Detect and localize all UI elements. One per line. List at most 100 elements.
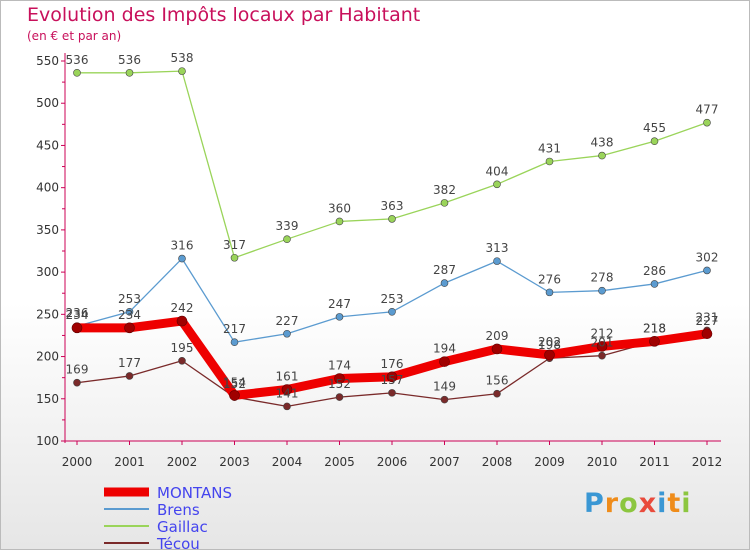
data-point xyxy=(598,351,606,360)
data-label: 278 xyxy=(591,271,614,285)
data-point xyxy=(73,378,81,387)
data-label: 477 xyxy=(696,103,719,117)
data-point xyxy=(544,349,555,361)
data-label: 201 xyxy=(591,336,614,350)
data-point xyxy=(125,372,134,380)
data-point xyxy=(73,69,81,77)
data-label: 195 xyxy=(171,341,194,355)
data-label: 317 xyxy=(223,238,246,252)
x-tick-label: 2009 xyxy=(534,455,565,469)
data-label: 154 xyxy=(223,375,246,389)
data-point xyxy=(596,341,608,352)
data-point xyxy=(386,371,398,383)
data-label: 538 xyxy=(171,51,194,65)
data-point xyxy=(125,307,134,316)
data-label: 194 xyxy=(433,342,456,356)
data-label: 438 xyxy=(591,136,614,150)
data-label: 212 xyxy=(591,326,614,340)
data-point xyxy=(71,322,83,334)
y-tick-label: 300 xyxy=(36,265,59,279)
x-tick-label: 2002 xyxy=(167,455,198,469)
data-label: 169 xyxy=(66,363,89,377)
y-tick-label: 250 xyxy=(36,307,59,321)
data-label: 253 xyxy=(118,292,141,306)
data-label: 313 xyxy=(486,241,509,255)
data-label: 236 xyxy=(66,306,89,320)
x-tick-label: 2000 xyxy=(62,455,93,469)
logo-letter: i xyxy=(657,488,668,519)
legend-label: Gaillac xyxy=(157,518,208,536)
data-label: 363 xyxy=(381,199,404,213)
data-point xyxy=(545,157,554,166)
data-label: 404 xyxy=(486,164,509,178)
y-tick-label: 450 xyxy=(36,138,59,152)
y-tick-label: 100 xyxy=(36,434,59,448)
data-point xyxy=(493,180,501,189)
data-label: 316 xyxy=(171,239,194,253)
data-label: 198 xyxy=(538,338,561,352)
x-tick-label: 2011 xyxy=(639,455,670,469)
data-label: 161 xyxy=(276,369,299,383)
logo-letter: r xyxy=(604,488,620,519)
y-tick-label: 150 xyxy=(36,392,59,406)
data-point xyxy=(176,315,188,327)
x-tick-label: 2007 xyxy=(429,455,460,469)
data-point xyxy=(598,151,606,160)
data-point xyxy=(440,199,449,207)
data-label: 157 xyxy=(381,373,404,387)
data-label: 227 xyxy=(276,314,299,328)
data-point xyxy=(440,279,449,287)
data-label: 253 xyxy=(381,292,404,306)
data-label: 177 xyxy=(118,356,141,370)
data-label: 141 xyxy=(276,386,299,400)
data-point xyxy=(649,336,660,347)
logo-letter: P xyxy=(584,488,605,519)
data-point xyxy=(650,280,659,288)
data-label: 218 xyxy=(643,321,666,335)
data-label: 286 xyxy=(643,264,666,278)
x-tick-label: 2005 xyxy=(324,455,355,469)
data-point xyxy=(388,215,396,223)
y-tick-label: 200 xyxy=(36,350,59,364)
data-label: 247 xyxy=(328,297,351,311)
data-point xyxy=(335,313,344,321)
legend-label: MONTANS xyxy=(157,484,232,502)
data-point xyxy=(283,235,291,243)
data-point xyxy=(178,67,186,75)
data-label: 455 xyxy=(643,121,666,135)
data-point xyxy=(491,343,503,355)
data-label: 231 xyxy=(696,310,719,324)
data-point xyxy=(545,288,554,297)
logo-letter: x xyxy=(638,488,658,519)
data-point xyxy=(493,389,501,398)
data-point xyxy=(230,253,239,262)
legend-label: Técou xyxy=(156,535,200,549)
data-point xyxy=(124,322,135,334)
data-point xyxy=(703,118,711,127)
data-label: 152 xyxy=(223,377,246,391)
x-tick-label: 2008 xyxy=(482,455,513,469)
x-tick-label: 2004 xyxy=(272,455,303,469)
y-tick-label: 500 xyxy=(36,96,59,110)
y-tick-label: 350 xyxy=(36,223,59,237)
data-point xyxy=(493,257,501,265)
data-point xyxy=(650,137,659,146)
data-label: 536 xyxy=(66,53,89,67)
data-point xyxy=(230,338,239,347)
data-label: 202 xyxy=(538,335,561,349)
data-point xyxy=(335,393,344,401)
data-point xyxy=(388,307,396,316)
chart-subtitle: (en € et par an) xyxy=(27,29,122,43)
data-label: 242 xyxy=(171,301,194,315)
data-label: 217 xyxy=(223,322,246,336)
data-point xyxy=(281,384,293,395)
data-label: 227 xyxy=(696,314,719,328)
data-label: 276 xyxy=(538,272,561,286)
data-point xyxy=(334,373,345,384)
proxiti-logo: Proxiti xyxy=(584,488,692,519)
data-label: 234 xyxy=(66,308,89,322)
data-label: 176 xyxy=(381,357,404,371)
legend-label: Brens xyxy=(157,501,200,519)
